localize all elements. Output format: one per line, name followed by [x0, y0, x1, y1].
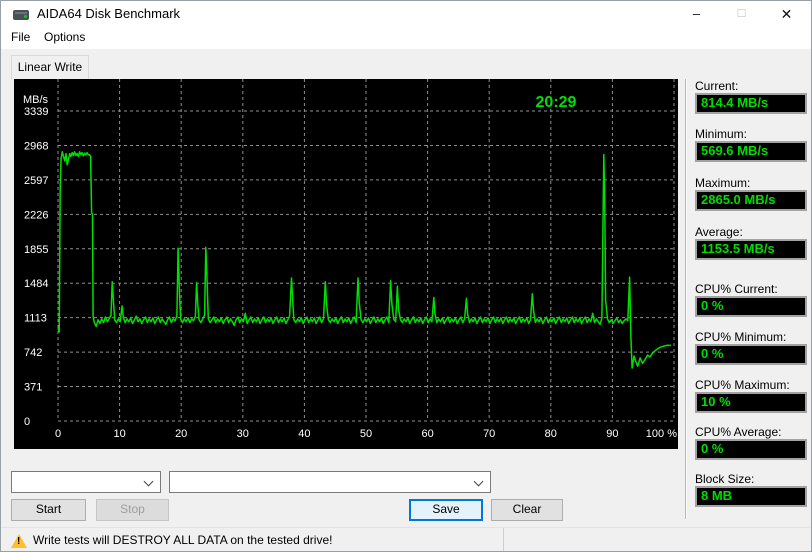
minimize-button[interactable]: – — [692, 6, 701, 21]
window-title: AIDA64 Disk Benchmark — [37, 6, 181, 21]
svg-text:20:29: 20:29 — [536, 94, 577, 111]
save-button[interactable]: Save — [409, 499, 483, 521]
svg-text:70: 70 — [483, 428, 495, 440]
stat-label-block-size: Block Size: — [695, 472, 755, 486]
svg-text:3339: 3339 — [24, 106, 48, 118]
status-cell-warning: Write tests will DESTROY ALL DATA on the… — [1, 528, 504, 551]
warning-icon — [11, 534, 27, 548]
stat-label-cpu-maximum: CPU% Maximum: — [695, 378, 790, 392]
stat-label-minimum: Minimum: — [695, 127, 748, 141]
svg-text:2597: 2597 — [24, 175, 48, 187]
stat-value-cpu-average: 0 % — [695, 439, 807, 460]
svg-text:100 %: 100 % — [646, 428, 677, 440]
stat-value-cpu-maximum: 10 % — [695, 392, 807, 413]
clear-button[interactable]: Clear — [491, 499, 563, 521]
warning-text: Write tests will DESTROY ALL DATA on the… — [33, 533, 333, 547]
stat-value-minimum: 569.6 MB/s — [695, 141, 807, 162]
svg-text:50: 50 — [360, 428, 372, 440]
stat-value-current: 814.4 MB/s — [695, 93, 807, 114]
svg-text:1484: 1484 — [24, 278, 48, 290]
svg-text:2968: 2968 — [24, 140, 48, 152]
stat-label-maximum: Maximum: — [695, 176, 751, 190]
svg-text:20: 20 — [175, 428, 187, 440]
benchmark-chart: 0 371 742 1113 1484 1855 2226 2597 2968 3339 0 10 20… — [14, 79, 678, 449]
status-bar: Write tests will DESTROY ALL DATA on the… — [1, 527, 811, 551]
svg-text:30: 30 — [237, 428, 249, 440]
stat-value-average: 1153.5 MB/s — [695, 239, 807, 260]
title-bar: AIDA64 Disk Benchmark – ☐ ✕ — [1, 1, 811, 27]
menu-bar: File Options — [1, 27, 811, 49]
close-button[interactable]: ✕ — [780, 6, 793, 22]
stat-value-maximum: 2865.0 MB/s — [695, 190, 807, 211]
chevron-down-icon — [473, 476, 484, 487]
drive-select[interactable]: Disk Drive #0 [Marvell_NVMe_Controller] … — [169, 471, 491, 493]
stat-label-cpu-current: CPU% Current: — [695, 282, 778, 296]
svg-text:2226: 2226 — [24, 209, 48, 221]
svg-text:371: 371 — [24, 382, 42, 394]
svg-text:40: 40 — [298, 428, 310, 440]
tab-linear-write[interactable]: Linear Write — [11, 55, 89, 79]
stat-value-cpu-current: 0 % — [695, 296, 807, 317]
stat-label-current: Current: — [695, 79, 739, 93]
stat-value-block-size: 8 MB — [695, 486, 807, 507]
stat-label-cpu-average: CPU% Average: — [695, 425, 782, 439]
menu-file[interactable]: File — [11, 30, 31, 44]
svg-text:0: 0 — [55, 428, 61, 440]
svg-text:742: 742 — [24, 347, 42, 359]
test-type-select[interactable]: Linear Write — [11, 471, 161, 493]
chevron-down-icon — [143, 476, 154, 487]
svg-text:90: 90 — [606, 428, 618, 440]
svg-text:1855: 1855 — [24, 244, 48, 256]
svg-text:MB/s: MB/s — [23, 94, 49, 106]
panel-separator — [685, 79, 687, 519]
svg-text:1113: 1113 — [24, 313, 47, 325]
svg-text:10: 10 — [113, 428, 125, 440]
svg-text:80: 80 — [545, 428, 557, 440]
chart-svg: 0 371 742 1113 1484 1855 2226 2597 2968 3339 0 10 20… — [23, 79, 677, 440]
svg-text:60: 60 — [421, 428, 433, 440]
stop-button: Stop — [96, 499, 169, 521]
svg-text:0: 0 — [24, 416, 30, 428]
start-button[interactable]: Start — [11, 499, 86, 521]
app-disk-icon — [13, 10, 29, 20]
menu-options[interactable]: Options — [44, 30, 86, 44]
stat-label-cpu-minimum: CPU% Minimum: — [695, 330, 787, 344]
maximize-button: ☐ — [736, 8, 747, 20]
stat-label-average: Average: — [695, 225, 743, 239]
stat-value-cpu-minimum: 0 % — [695, 344, 807, 365]
